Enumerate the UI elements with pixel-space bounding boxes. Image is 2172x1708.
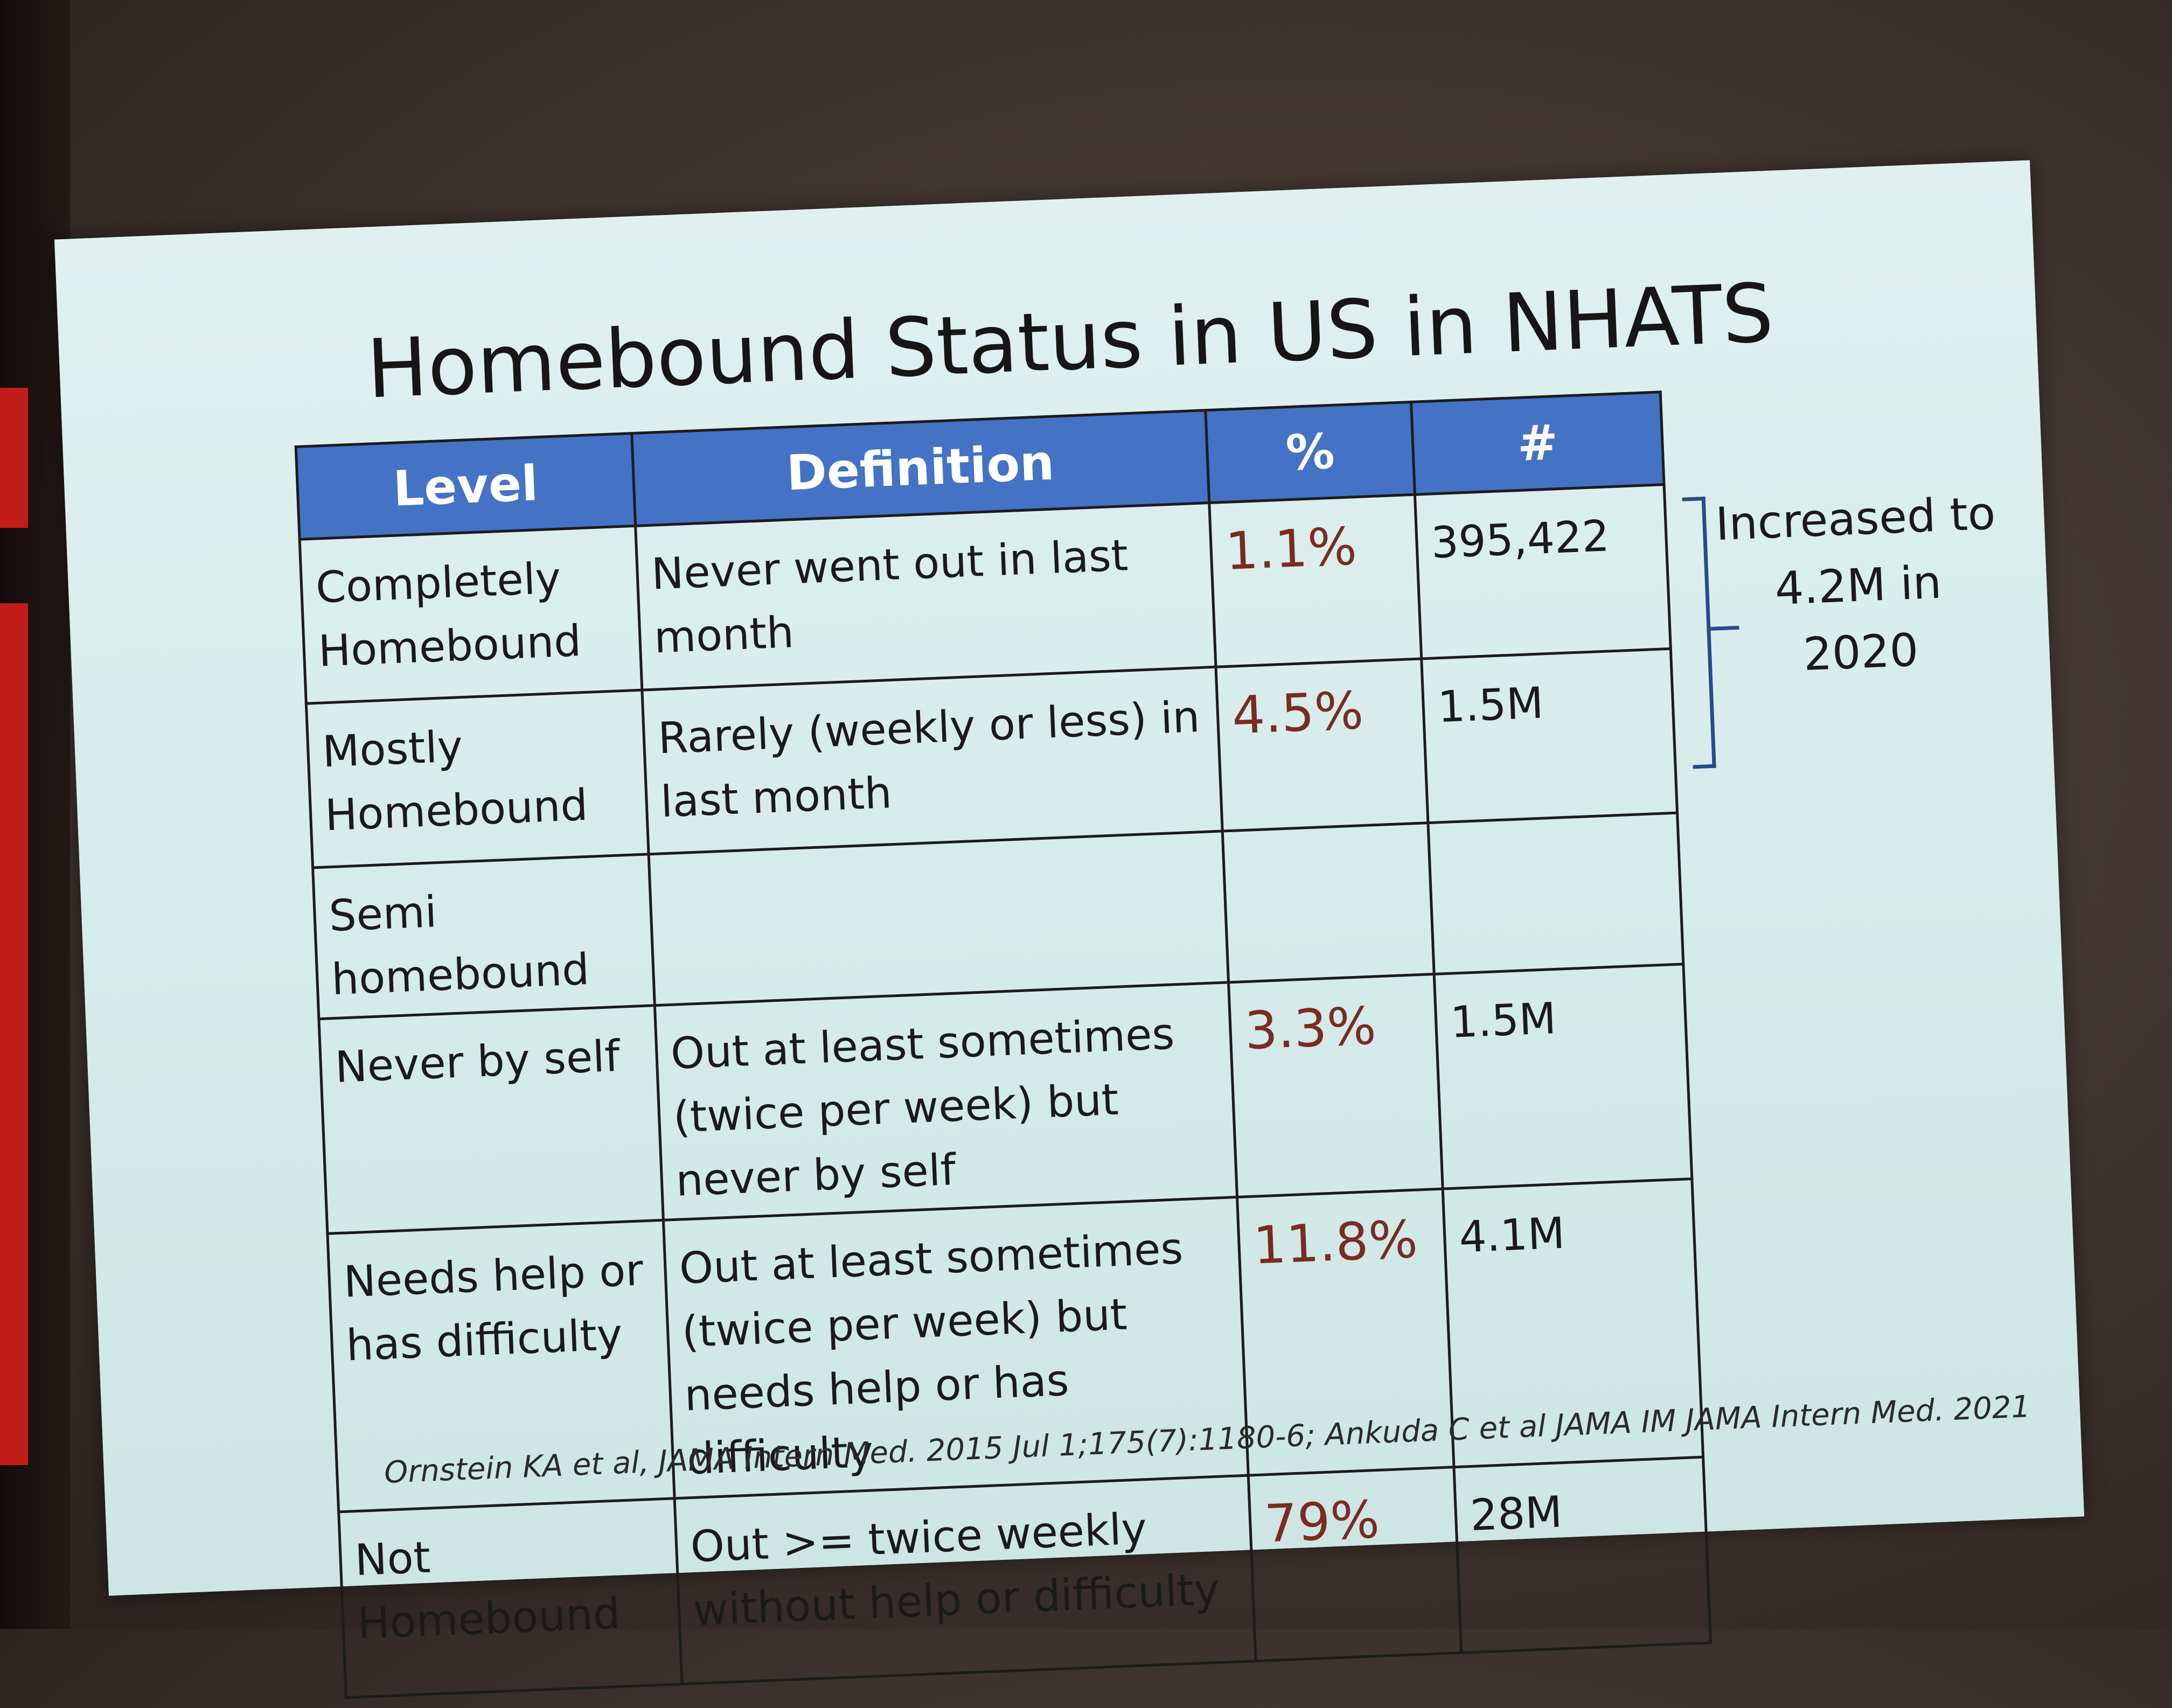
count-cell: 1.5M [1434, 964, 1692, 1189]
percent-cell: 79% [1248, 1467, 1462, 1661]
definition-cell: Rarely (weekly or less) in last month [642, 667, 1223, 854]
bracket-shape [1682, 497, 1716, 769]
header-level: Level [296, 433, 636, 540]
header-count: # [1411, 392, 1665, 495]
count-cell [1428, 813, 1683, 974]
slide-title: Homebound Status in US in NHATS [365, 266, 1776, 417]
homebound-status-table: Level Definition % # Completely Homeboun… [295, 391, 1712, 1699]
level-cell: Completely Homebound [300, 526, 642, 704]
projected-slide: Homebound Status in US in NHATS Level De… [54, 160, 2085, 1698]
level-cell: Mostly Homebound [306, 690, 649, 868]
red-light-strip [0, 603, 28, 1465]
definition-cell: Never went out in last month [635, 503, 1216, 691]
count-cell: 28M [1454, 1457, 1711, 1653]
percent-cell: 4.5% [1215, 658, 1429, 832]
definition-cell: Out >= twice weekly without help or diff… [674, 1475, 1256, 1684]
count-cell: 1.5M [1421, 649, 1677, 823]
level-cell: Not Homebound [338, 1498, 682, 1698]
percent-cell: 3.3% [1228, 974, 1443, 1197]
red-light-strip [0, 388, 28, 528]
count-cell: 395,422 [1415, 484, 1671, 659]
definition-cell [648, 831, 1229, 1006]
level-cell: Never by self [318, 1005, 664, 1234]
increase-annotation: Increased to 4.2M in 2020 [1714, 486, 1997, 681]
percent-cell [1222, 822, 1435, 982]
definition-cell: Out at least sometimes (twice per week) … [655, 982, 1237, 1221]
header-percent: % [1205, 402, 1415, 503]
level-cell: Semi homebound [312, 854, 655, 1019]
percent-cell: 1.1% [1209, 494, 1422, 667]
